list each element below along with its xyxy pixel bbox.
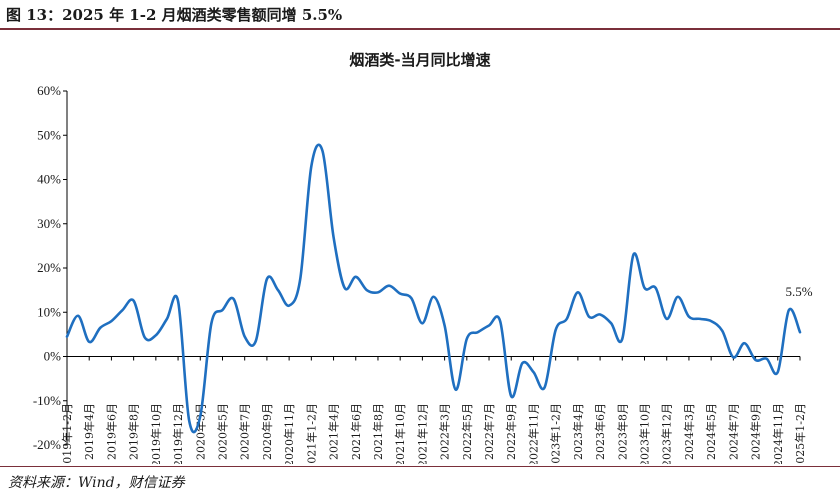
y-tick-label: 60% xyxy=(37,83,61,98)
x-tick-label: 2020年5月 xyxy=(215,403,229,460)
x-tick-label: 2025年1-2月 xyxy=(793,403,807,464)
x-tick-label: 2020年11月 xyxy=(282,403,296,464)
x-tick-label: 2023年4月 xyxy=(571,403,585,460)
x-tick-label: 2024年11月 xyxy=(771,403,785,464)
x-tick-label: 2021年4月 xyxy=(327,403,341,460)
x-tick-label: 2024年7月 xyxy=(726,403,740,460)
x-tick-label: 2019年6月 xyxy=(104,403,118,460)
title-divider xyxy=(0,28,840,30)
series-line xyxy=(65,143,802,434)
series-layer xyxy=(65,143,802,434)
y-tick-label: 50% xyxy=(37,127,61,142)
x-tick-label: 2022年7月 xyxy=(482,403,496,460)
x-tick-label: 2024年5月 xyxy=(704,403,718,460)
x-tick-label: 2023年12月 xyxy=(660,403,674,464)
y-tick-label: 10% xyxy=(37,304,61,319)
x-tick-label: 2021年8月 xyxy=(371,403,385,460)
x-tick-label: 2019年12月 xyxy=(171,403,185,464)
source-note: 资料来源：Wind，财信证券 xyxy=(8,475,185,491)
x-tick-label: 2020年3月 xyxy=(193,403,207,460)
x-tick-label: 2019年10月 xyxy=(149,403,163,464)
y-axis: -20% -10% 0% 10% 20% 30% 40% 50% 60% xyxy=(33,83,68,452)
figure-title: 图 13：2025 年 1-2 月烟酒类零售额同增 5.5% xyxy=(6,6,343,24)
x-tick-label: 2020年9月 xyxy=(260,403,274,460)
line-chart: 烟酒类-当月同比增速 -20%-10%0%10%20%30%40%50%60% … xyxy=(33,51,813,464)
x-tick-label: 2022年11月 xyxy=(526,403,540,464)
x-tick-label: 2022年5月 xyxy=(460,403,474,460)
x-tick-label: 2019年4月 xyxy=(82,403,96,460)
x-tick-label: 2021年6月 xyxy=(349,403,363,460)
y-tick-label: 20% xyxy=(37,260,61,275)
y-tick-label: 0% xyxy=(44,349,62,364)
x-tick-label: 2021年1-2月 xyxy=(304,403,318,464)
x-tick-label: 2021年10月 xyxy=(393,403,407,464)
chart-title: 烟酒类-当月同比增速 xyxy=(349,51,490,69)
y-tick-label: -10% xyxy=(33,393,61,408)
x-tick-label: 2023年6月 xyxy=(593,403,607,460)
x-tick-label: 2020年7月 xyxy=(238,403,252,460)
x-tick-label: 2023年8月 xyxy=(615,403,629,460)
y-tick-label: 30% xyxy=(37,216,61,231)
y-tick-label: -20% xyxy=(33,437,61,452)
x-axis: 2019年1-2月 2019年4月 2019年6月 2019年8月 2019年10月 20… xyxy=(60,356,807,464)
x-tick-label: 2019年1-2月 xyxy=(60,403,74,464)
x-tick-label: 2023年1-2月 xyxy=(549,403,563,464)
x-tick-label: 2022年9月 xyxy=(504,403,518,460)
x-tick-label: 2024年3月 xyxy=(682,403,696,460)
source-divider xyxy=(0,466,840,467)
data-label: 5.5% xyxy=(785,284,812,299)
x-tick-label: 2022年3月 xyxy=(438,403,452,460)
x-tick-label: 2021年12月 xyxy=(415,403,429,464)
y-tick-label: 40% xyxy=(37,172,61,187)
x-tick-label: 2024年9月 xyxy=(749,403,763,460)
x-tick-label: 2023年10月 xyxy=(638,403,652,464)
annotation-layer: 5.5% xyxy=(785,284,812,299)
x-tick-label: 2019年8月 xyxy=(127,403,141,460)
